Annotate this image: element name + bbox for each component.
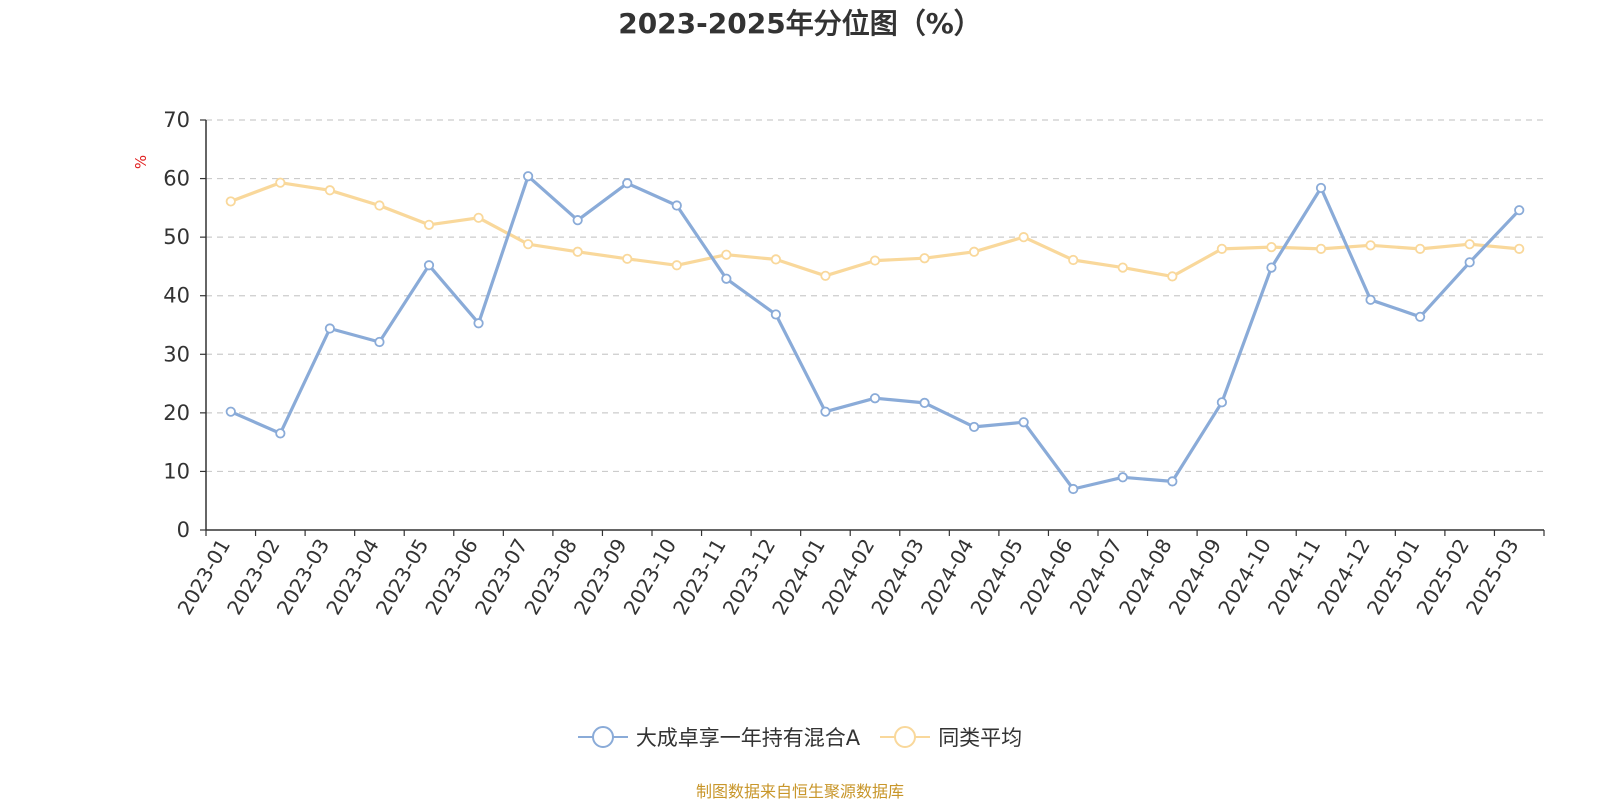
data-point[interactable] [671, 200, 682, 211]
y-axis-label: % [132, 155, 150, 169]
data-point[interactable] [919, 397, 930, 408]
data-point[interactable] [1514, 243, 1525, 254]
data-point[interactable] [225, 196, 236, 207]
data-point[interactable] [770, 309, 781, 320]
data-point[interactable] [523, 239, 534, 250]
data-point[interactable] [869, 393, 881, 404]
data-point[interactable] [473, 318, 484, 329]
data-point[interactable] [1216, 397, 1227, 408]
data-point[interactable] [572, 215, 583, 226]
data-point[interactable] [1018, 232, 1029, 243]
data-point[interactable] [1464, 257, 1475, 268]
legend-swatch-icon [880, 726, 931, 748]
data-point[interactable] [275, 177, 286, 188]
gridlines [206, 119, 1544, 473]
data-point[interactable] [374, 200, 385, 211]
y-tick-label: 10 [163, 459, 190, 483]
data-point[interactable] [1365, 294, 1376, 305]
legend-swatch-icon [577, 726, 628, 748]
legend-label: 同类平均 [938, 726, 1023, 750]
chart-title: 2023-2025年分位图（%） [618, 7, 982, 40]
data-point[interactable] [572, 246, 583, 257]
data-source-note: 制图数据来自恒生聚源数据库 [695, 782, 904, 801]
data-point[interactable] [721, 249, 732, 260]
data-point[interactable] [1266, 242, 1277, 253]
data-point[interactable] [869, 255, 881, 266]
data-point[interactable] [721, 273, 732, 284]
data-point[interactable] [1464, 239, 1475, 250]
data-point[interactable] [969, 246, 980, 257]
data-point[interactable] [423, 260, 435, 271]
y-tick-label: 60 [163, 167, 190, 191]
data-point[interactable] [1216, 243, 1227, 254]
data-point[interactable] [820, 270, 831, 281]
series-group [225, 171, 1525, 495]
data-point[interactable] [473, 212, 484, 223]
series-fund [225, 171, 1525, 495]
data-point[interactable] [1415, 243, 1426, 254]
legend-item[interactable]: 大成卓享一年持有混合A [577, 722, 861, 752]
data-point[interactable] [622, 178, 633, 189]
axes: 0102030405060702023-012023-022023-032023… [163, 108, 1545, 619]
data-point[interactable] [374, 336, 385, 348]
data-point[interactable] [969, 421, 980, 433]
data-point[interactable] [820, 406, 831, 417]
data-point[interactable] [523, 171, 534, 182]
data-point[interactable] [1117, 262, 1128, 273]
data-point[interactable] [1018, 417, 1029, 428]
legend: 大成卓享一年持有混合A 同类平均 [0, 722, 1600, 752]
y-tick-label: 0 [177, 518, 190, 542]
data-point[interactable] [1167, 271, 1178, 282]
data-point[interactable] [1315, 243, 1327, 254]
legend-item[interactable]: 同类平均 [880, 722, 1022, 752]
data-point[interactable] [225, 406, 236, 417]
data-point[interactable] [423, 219, 435, 230]
data-point[interactable] [1266, 262, 1277, 273]
data-point[interactable] [1315, 182, 1327, 194]
data-point[interactable] [1167, 476, 1178, 487]
legend-label: 大成卓享一年持有混合A [635, 726, 861, 750]
data-point[interactable] [622, 253, 633, 264]
data-point[interactable] [275, 428, 286, 439]
data-point[interactable] [1068, 254, 1079, 266]
data-point[interactable] [770, 254, 781, 265]
data-point[interactable] [1415, 311, 1426, 322]
data-point[interactable] [1117, 472, 1128, 483]
series-peer-average [225, 177, 1525, 282]
y-tick-label: 20 [163, 401, 190, 425]
data-point[interactable] [324, 185, 335, 196]
data-point[interactable] [324, 323, 335, 334]
data-point[interactable] [1068, 483, 1079, 495]
y-tick-label: 30 [163, 342, 190, 366]
y-tick-label: 70 [163, 108, 190, 132]
data-point[interactable] [671, 260, 682, 271]
y-tick-label: 40 [163, 284, 190, 308]
data-point[interactable] [1365, 240, 1376, 251]
data-point[interactable] [919, 253, 930, 264]
y-tick-label: 50 [163, 225, 190, 249]
data-point[interactable] [1514, 205, 1525, 216]
